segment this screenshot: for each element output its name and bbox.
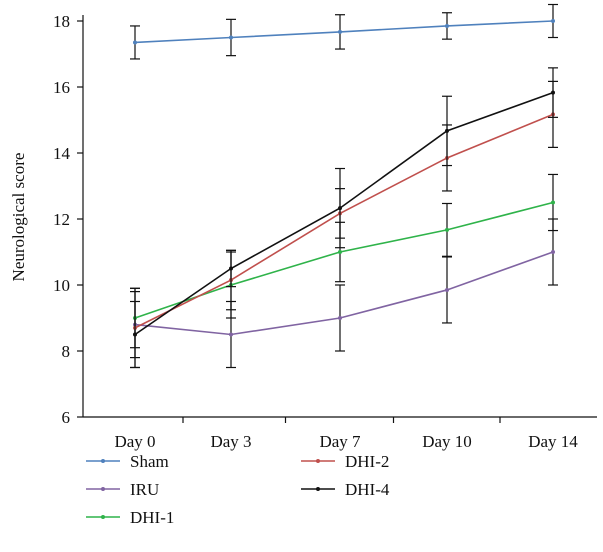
y-tick-label: 16 (53, 78, 70, 97)
legend-item: Sham (86, 452, 169, 471)
data-point (338, 250, 342, 254)
legend-marker (316, 459, 320, 463)
legend-label: DHI-1 (130, 508, 174, 527)
legend-item: IRU (86, 480, 159, 499)
data-point (551, 200, 555, 205)
y-tick-label: 8 (62, 342, 71, 361)
data-point (551, 250, 555, 254)
legend-item: DHI-1 (86, 508, 174, 527)
data-point (445, 287, 449, 292)
series-layer (130, 3, 558, 369)
x-tick-label: Day 7 (319, 432, 361, 451)
series-line (134, 113, 554, 329)
data-point (133, 40, 137, 45)
x-tick-label: Day 10 (422, 432, 472, 451)
chart-legend: Sham IRU DHI-1 DHI-2 DHI-4 (86, 452, 390, 527)
data-point (338, 206, 342, 211)
data-point (338, 316, 342, 320)
series-line (134, 20, 554, 44)
series-line (134, 201, 554, 319)
chart-axes: 6 8 10 12 14 16 18 Day 0 Day 3 Day 7 Day 10 Day 14 (53, 12, 597, 451)
y-tick-label: 10 (53, 276, 70, 295)
series-line (134, 91, 554, 336)
legend-marker (101, 459, 105, 463)
y-tick-label: 18 (53, 12, 70, 31)
legend-marker (101, 515, 105, 519)
series-sham (130, 3, 558, 60)
legend-marker (101, 487, 105, 491)
legend-item: DHI-2 (301, 452, 389, 471)
data-point (229, 266, 233, 271)
legend-label: DHI-2 (345, 452, 389, 471)
legend-marker (316, 487, 320, 491)
legend-item: DHI-4 (301, 480, 390, 499)
y-tick-label: 14 (53, 144, 71, 163)
data-point (551, 90, 555, 95)
series-dhi-1 (130, 173, 558, 349)
series-dhi-4 (130, 67, 558, 369)
data-point (445, 227, 449, 232)
y-tick-label: 12 (53, 210, 70, 229)
legend-label: Sham (130, 452, 169, 471)
data-point (338, 29, 342, 34)
data-point (445, 23, 449, 28)
x-tick-label: Day 0 (114, 432, 155, 451)
series-dhi-2 (130, 80, 558, 369)
data-point (551, 19, 555, 23)
x-tick-label: Day 14 (528, 432, 578, 451)
series-line (134, 251, 554, 336)
data-point (229, 332, 233, 337)
data-point (133, 332, 137, 337)
y-axis-label: Neurological score (9, 153, 28, 282)
x-tick-label: Day 3 (210, 432, 251, 451)
legend-label: IRU (130, 480, 159, 499)
data-point (229, 35, 233, 40)
y-tick-label: 6 (62, 408, 71, 427)
data-point (445, 128, 449, 133)
legend-label: DHI-4 (345, 480, 390, 499)
